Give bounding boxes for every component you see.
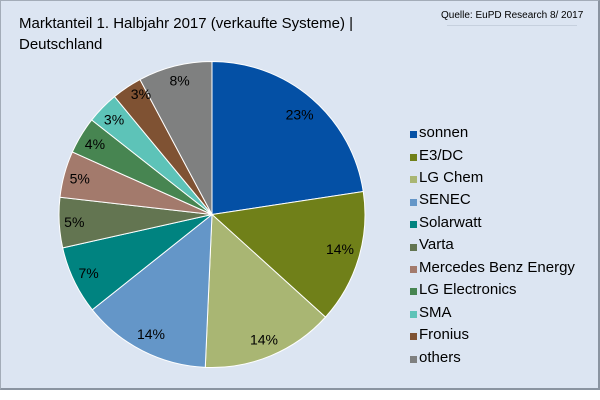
svg-text:4%: 4% [85, 136, 105, 152]
svg-text:5%: 5% [70, 171, 90, 187]
svg-text:5%: 5% [64, 214, 84, 230]
svg-text:23%: 23% [286, 107, 314, 123]
svg-text:8%: 8% [169, 72, 189, 88]
svg-text:3%: 3% [104, 112, 124, 128]
svg-text:14%: 14% [137, 326, 165, 342]
svg-text:14%: 14% [326, 241, 354, 257]
svg-text:7%: 7% [78, 265, 98, 281]
svg-text:14%: 14% [250, 331, 278, 347]
svg-text:3%: 3% [131, 86, 151, 102]
